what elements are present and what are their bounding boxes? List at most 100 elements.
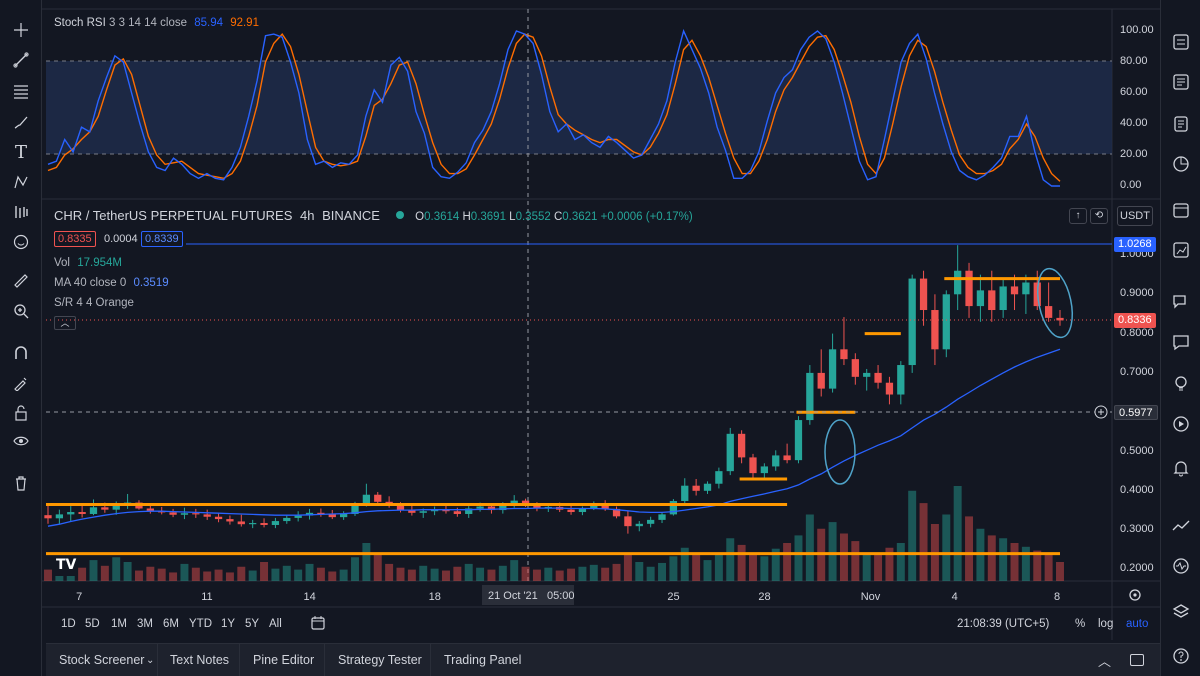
zoom-in-icon[interactable] (6, 298, 36, 324)
trend-line-icon[interactable] (6, 47, 36, 73)
period-button-1m[interactable]: 1M (111, 618, 127, 630)
add-alert-icon[interactable] (1094, 405, 1108, 419)
interval-label[interactable]: 4h (300, 208, 315, 223)
tab-text-notes[interactable]: Text Notes (170, 653, 230, 667)
text-icon[interactable]: T (14, 141, 27, 163)
candle[interactable] (214, 513, 223, 523)
candle[interactable] (567, 505, 575, 515)
candle[interactable] (919, 270, 928, 326)
candle[interactable] (67, 506, 75, 522)
layers-icon[interactable] (1167, 598, 1195, 626)
candle[interactable] (647, 516, 655, 528)
collapse-legend-button[interactable]: ︿ (54, 316, 76, 330)
candle[interactable] (1044, 282, 1053, 322)
brush-icon[interactable] (6, 109, 36, 135)
candle[interactable] (817, 349, 825, 397)
tab-pine-editor[interactable]: Pine Editor (253, 653, 315, 667)
period-button-ytd[interactable]: YTD (189, 618, 212, 630)
candle[interactable] (226, 515, 234, 525)
candle[interactable] (203, 509, 211, 520)
percent-toggle[interactable]: % (1075, 618, 1086, 630)
hotlist-icon[interactable] (1167, 236, 1195, 264)
candle[interactable] (180, 507, 189, 520)
candle[interactable] (249, 519, 257, 529)
candle[interactable] (55, 509, 64, 524)
candle[interactable] (578, 506, 587, 516)
candle[interactable] (715, 467, 723, 489)
candle[interactable] (863, 368, 871, 391)
candle[interactable] (123, 493, 132, 509)
candle[interactable] (1056, 310, 1064, 326)
candle[interactable] (271, 517, 280, 529)
lock-drawing-icon[interactable] (6, 370, 36, 396)
candle[interactable] (885, 376, 894, 405)
candle[interactable] (169, 508, 177, 518)
candle[interactable] (828, 333, 837, 393)
help-icon[interactable] (1167, 642, 1195, 670)
notifications-bell-icon[interactable] (1167, 454, 1195, 482)
candle[interactable] (999, 278, 1007, 318)
vol-legend[interactable]: Vol 17.954M (54, 257, 122, 269)
candle[interactable] (294, 511, 302, 522)
candle[interactable] (283, 514, 291, 524)
sell-price-button[interactable]: 0.8335 (54, 231, 96, 247)
maximize-panel-icon[interactable] (1130, 654, 1144, 666)
calendar-icon[interactable] (1167, 196, 1195, 224)
candle[interactable] (635, 521, 643, 532)
period-button-1d[interactable]: 1D (61, 618, 76, 630)
annotation-circle-2[interactable] (1032, 265, 1078, 340)
candle[interactable] (760, 463, 768, 479)
candle[interactable] (851, 353, 859, 385)
candle[interactable] (317, 508, 325, 517)
candle[interactable] (192, 508, 200, 518)
log-toggle[interactable]: log (1098, 618, 1114, 630)
crosshair-icon[interactable] (6, 17, 36, 43)
ideas-stream-icon[interactable] (1167, 328, 1195, 356)
candle[interactable] (737, 430, 746, 464)
candle[interactable] (1010, 274, 1019, 311)
candle[interactable] (794, 416, 803, 464)
pulse-icon[interactable] (1167, 552, 1195, 580)
candle[interactable] (965, 262, 973, 318)
candle[interactable] (908, 274, 916, 373)
period-button-6m[interactable]: 6M (163, 618, 179, 630)
candle[interactable] (362, 483, 371, 507)
buy-price-button[interactable]: 0.8339 (141, 231, 183, 247)
candle[interactable] (465, 506, 473, 518)
chevron-down-icon[interactable]: ⌄ (146, 655, 155, 666)
prediction-icon[interactable] (6, 199, 36, 225)
annotation-circle-1[interactable] (824, 419, 856, 485)
data-window-icon[interactable] (1167, 150, 1195, 178)
candle[interactable] (658, 512, 666, 524)
symbol-name[interactable]: CHR / TetherUS PERPETUAL FUTURES (54, 208, 293, 223)
alerts-list-icon[interactable] (1167, 68, 1195, 96)
sr-legend[interactable]: S/R 4 4 Orange (54, 297, 134, 309)
candle[interactable] (726, 427, 734, 476)
period-button-3m[interactable]: 3M (137, 618, 153, 630)
candle[interactable] (976, 274, 985, 322)
symbol-legend[interactable]: CHR / TetherUS PERPETUAL FUTURES 4h BINA… (54, 208, 693, 223)
candle[interactable] (703, 481, 712, 494)
candle[interactable] (430, 506, 439, 516)
maximize-pane-button[interactable]: ⟲ (1090, 208, 1108, 224)
candle[interactable] (806, 365, 814, 425)
candle[interactable] (78, 505, 86, 518)
candle[interactable] (624, 510, 632, 534)
candle[interactable] (89, 499, 98, 516)
candle[interactable] (783, 443, 791, 464)
clock-label[interactable]: 21:08:39 (UTC+5) (957, 618, 1050, 630)
chats-icon[interactable] (1167, 288, 1195, 316)
tab-strategy-tester[interactable]: Strategy Tester (338, 653, 422, 667)
emoji-icon[interactable] (6, 229, 36, 255)
watchlist-icon[interactable] (1167, 28, 1195, 56)
candle[interactable] (1022, 274, 1030, 314)
currency-button[interactable]: USDT (1117, 206, 1153, 226)
collapse-panel-icon[interactable]: ︿ (1098, 654, 1112, 669)
candle[interactable] (44, 505, 52, 524)
candle[interactable] (749, 453, 757, 480)
candle[interactable] (260, 518, 268, 528)
ruler-icon[interactable] (6, 268, 36, 294)
candle[interactable] (612, 506, 621, 519)
candle[interactable] (840, 317, 848, 366)
candle[interactable] (681, 478, 689, 505)
